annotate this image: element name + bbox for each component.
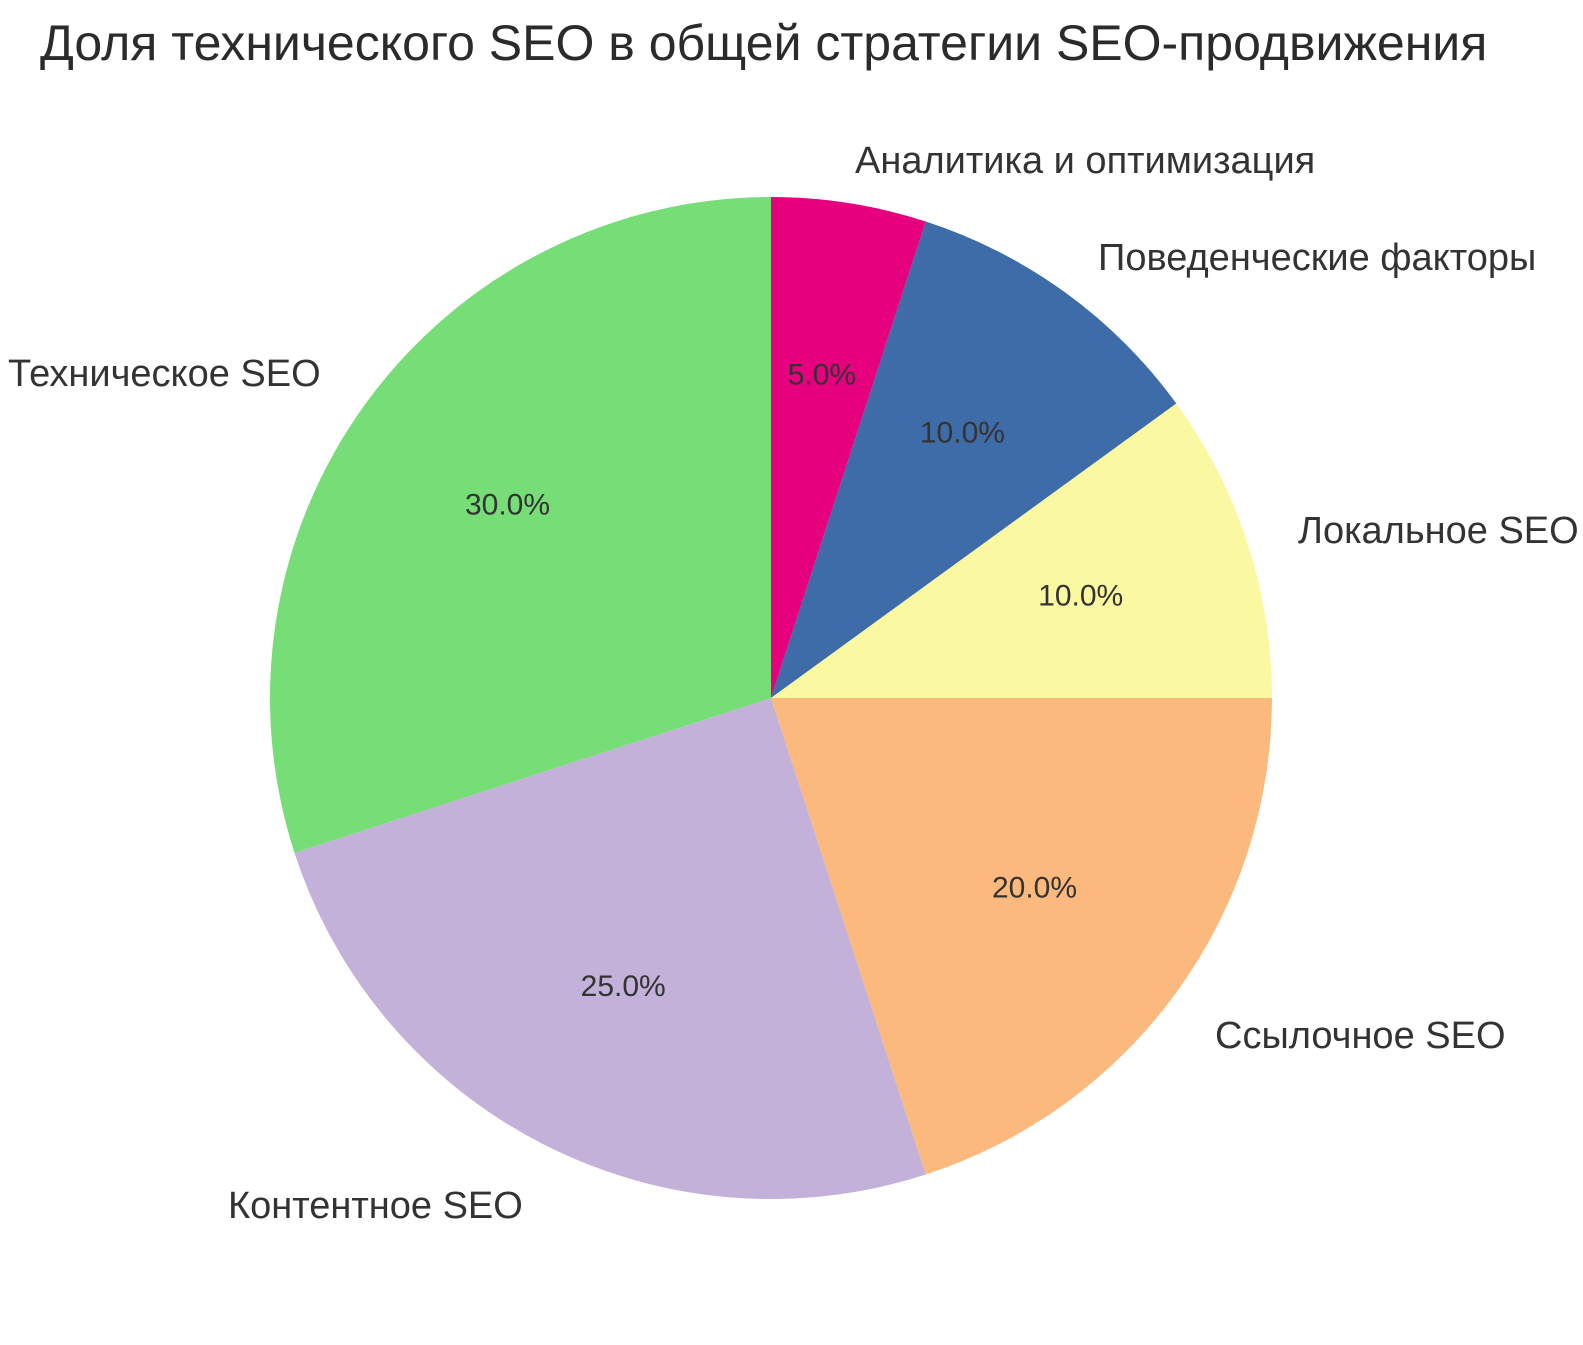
svg-text:10.0%: 10.0% bbox=[1038, 579, 1123, 612]
svg-text:Контентное SEO: Контентное SEO bbox=[228, 1185, 523, 1227]
svg-text:Ссылочное SEO: Ссылочное SEO bbox=[1215, 1015, 1506, 1057]
svg-text:Техническое SEO: Техническое SEO bbox=[8, 353, 321, 395]
svg-text:20.0%: 20.0% bbox=[992, 871, 1077, 904]
svg-text:Локальное SEO: Локальное SEO bbox=[1298, 510, 1579, 552]
svg-text:10.0%: 10.0% bbox=[920, 416, 1005, 449]
svg-text:5.0%: 5.0% bbox=[788, 358, 856, 391]
svg-text:25.0%: 25.0% bbox=[581, 970, 666, 1003]
svg-text:Поведенческие факторы: Поведенческие факторы bbox=[1098, 237, 1536, 279]
svg-text:30.0%: 30.0% bbox=[465, 489, 550, 522]
svg-text:Аналитика и оптимизация: Аналитика и оптимизация bbox=[855, 140, 1315, 182]
